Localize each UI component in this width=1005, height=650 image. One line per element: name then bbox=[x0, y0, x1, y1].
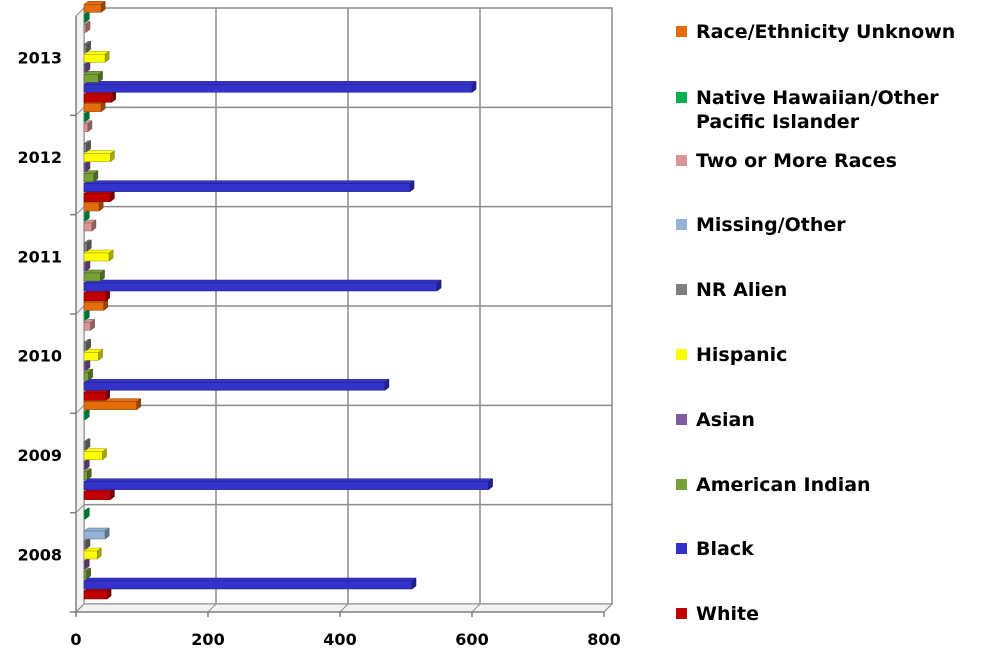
bar bbox=[83, 567, 92, 580]
bar bbox=[83, 547, 102, 560]
bar-chart: 0 200 400 600 800 2008 2009 2010 2011 2012 2013 bbox=[17, 0, 621, 649]
legend-item: Two or More Races bbox=[676, 149, 996, 173]
gridline-floor bbox=[207, 603, 217, 613]
bar bbox=[83, 577, 417, 590]
legend-label: NR Alien bbox=[696, 279, 788, 301]
bar bbox=[83, 120, 93, 133]
legend: Race/Ethnicity Unknown Native Hawaiian/Ot… bbox=[676, 0, 1001, 650]
bar bbox=[83, 527, 110, 540]
x-tick-label: 200 bbox=[191, 630, 224, 649]
y-tick-label: 2009 bbox=[17, 446, 62, 465]
legend-swatch bbox=[676, 543, 687, 554]
legend-item: Missing/Other bbox=[676, 213, 996, 237]
legend-label: Missing/Other bbox=[696, 214, 846, 236]
legend-label: White bbox=[696, 603, 759, 625]
bar bbox=[83, 150, 116, 163]
gridline-side bbox=[75, 404, 85, 414]
bar bbox=[83, 190, 116, 203]
bar bbox=[83, 80, 477, 93]
legend-label: Race/Ethnicity Unknown bbox=[696, 21, 956, 43]
plot-area bbox=[74, 6, 614, 614]
bar bbox=[83, 507, 91, 520]
y-tick-label: 2012 bbox=[17, 148, 62, 167]
gridline-side bbox=[75, 206, 85, 216]
x-tick-label: 800 bbox=[587, 630, 620, 649]
axis-ticks: 0 200 400 600 800 2008 2009 2010 2011 2012 2013 bbox=[17, 16, 621, 649]
bar bbox=[83, 180, 415, 193]
bar bbox=[83, 170, 99, 183]
bar bbox=[83, 239, 93, 252]
legend-label: Hispanic bbox=[696, 344, 788, 366]
bar bbox=[83, 378, 390, 391]
bar bbox=[83, 50, 110, 63]
legend-label: Black bbox=[696, 538, 754, 560]
bar bbox=[83, 448, 108, 461]
y-tick-label: 2011 bbox=[17, 247, 62, 266]
legend-swatch bbox=[676, 155, 687, 166]
legend-swatch bbox=[676, 479, 687, 490]
legend-item: Native Hawaiian/Other Pacific Islander bbox=[676, 86, 996, 134]
bars bbox=[83, 0, 494, 600]
bar bbox=[83, 478, 494, 491]
bar bbox=[83, 70, 104, 83]
y-tick-label: 2010 bbox=[17, 347, 62, 366]
gridline-side bbox=[75, 106, 85, 116]
legend-swatch bbox=[676, 414, 687, 425]
bar bbox=[83, 140, 92, 153]
bar bbox=[83, 468, 93, 481]
y-tick-label: 2008 bbox=[17, 545, 62, 564]
bar bbox=[83, 249, 114, 262]
bar bbox=[83, 219, 97, 232]
bar bbox=[83, 348, 104, 361]
x-tick-label: 400 bbox=[323, 630, 356, 649]
bar bbox=[83, 438, 91, 451]
legend-item: NR Alien bbox=[676, 278, 996, 302]
legend-item: White bbox=[676, 602, 996, 626]
bar bbox=[83, 279, 442, 292]
bar bbox=[83, 318, 96, 331]
bar bbox=[83, 90, 117, 103]
gridline-side bbox=[75, 305, 85, 315]
y-tick-label: 2013 bbox=[17, 49, 62, 68]
bar bbox=[83, 388, 111, 401]
legend-swatch bbox=[676, 284, 687, 295]
gridline-floor bbox=[75, 603, 85, 613]
legend-label: Native Hawaiian/Other Pacific Islander bbox=[696, 87, 939, 133]
legend-swatch bbox=[676, 92, 687, 103]
bar bbox=[83, 358, 91, 371]
gridline-floor bbox=[603, 603, 613, 613]
legend-label: American Indian bbox=[696, 474, 871, 496]
bar bbox=[83, 368, 94, 381]
legend-item: Race/Ethnicity Unknown bbox=[676, 20, 996, 44]
legend-swatch bbox=[676, 219, 687, 230]
bar bbox=[83, 587, 112, 600]
bar bbox=[83, 10, 91, 23]
bar bbox=[83, 269, 106, 282]
bar bbox=[83, 289, 111, 302]
gridline-floor bbox=[471, 603, 481, 613]
x-tick-label: 600 bbox=[455, 630, 488, 649]
legend-swatch bbox=[676, 26, 687, 37]
legend-swatch bbox=[676, 608, 687, 619]
legend-item: Hispanic bbox=[676, 343, 996, 367]
legend-label: Two or More Races bbox=[696, 150, 897, 172]
bar bbox=[83, 40, 92, 53]
bar bbox=[83, 20, 91, 33]
bar bbox=[83, 0, 106, 13]
legend-swatch bbox=[676, 349, 687, 360]
legend-item: Black bbox=[676, 537, 996, 561]
x-tick-label: 0 bbox=[70, 630, 81, 649]
gridline-floor bbox=[339, 603, 349, 613]
legend-label: Asian bbox=[696, 409, 755, 431]
gridline-side bbox=[75, 504, 85, 514]
bar bbox=[83, 488, 116, 501]
legend-item: Asian bbox=[676, 408, 996, 432]
bar bbox=[83, 338, 92, 351]
legend-item: American Indian bbox=[676, 473, 996, 497]
